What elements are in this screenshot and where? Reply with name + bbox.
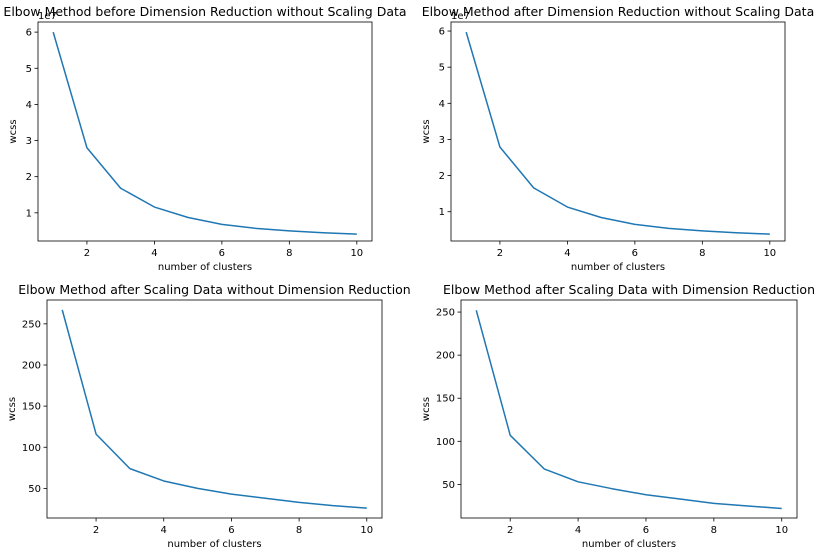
- series-line: [475, 310, 782, 510]
- x-axis-label: number of clusters: [158, 262, 252, 273]
- series-line: [52, 31, 357, 235]
- y-tick-label: 250: [22, 319, 41, 330]
- x-tick-label: 2: [507, 525, 513, 536]
- y-tick-label: 3: [439, 135, 445, 146]
- y-tick-label: 3: [26, 136, 32, 147]
- x-axis-label: number of clusters: [582, 539, 676, 550]
- plot-frame: [450, 21, 786, 242]
- plot-frame: [460, 299, 798, 519]
- x-tick-label: 8: [296, 525, 302, 536]
- y-offset-label: 1e7: [451, 11, 470, 22]
- plot-frame: [46, 299, 383, 519]
- y-axis-label: wcss: [421, 397, 432, 421]
- x-tick-label: 4: [151, 248, 157, 259]
- y-tick-label: 50: [28, 484, 41, 495]
- plot-frame: [37, 21, 373, 242]
- chart-title: Elbow Method after Scaling Data with Dim…: [443, 282, 815, 297]
- x-tick-label: 8: [711, 525, 717, 536]
- y-tick-label: 150: [436, 394, 455, 405]
- y-tick-label: 200: [436, 351, 455, 362]
- series-line: [465, 31, 770, 235]
- x-tick-label: 4: [161, 525, 167, 536]
- x-tick-label: 10: [360, 525, 373, 536]
- y-axis-label: wcss: [421, 119, 432, 143]
- x-tick-label: 2: [497, 248, 503, 259]
- x-tick-label: 6: [643, 525, 649, 536]
- chart-panel-4: 2 4 6 8 10 50 100 150 200 250 Elbow Method after S…: [421, 282, 815, 550]
- x-tick-label: 4: [575, 525, 581, 536]
- y-tick-label: 100: [22, 443, 41, 454]
- y-axis-label: wcss: [8, 119, 19, 143]
- y-tick-label: 250: [436, 308, 455, 319]
- x-tick-label: 8: [699, 248, 705, 259]
- y-tick-label: 6: [439, 27, 445, 38]
- x-tick-label: 8: [286, 248, 292, 259]
- x-axis-label: number of clusters: [571, 262, 665, 273]
- x-tick-label: 6: [228, 525, 234, 536]
- y-tick-label: 2: [26, 172, 32, 183]
- x-tick-label: 2: [84, 248, 90, 259]
- y-tick-label: 6: [26, 28, 32, 39]
- y-tick-label: 100: [436, 437, 455, 448]
- y-tick-label: 1: [439, 207, 445, 218]
- x-tick-label: 10: [763, 248, 776, 259]
- x-axis-label: number of clusters: [167, 539, 261, 550]
- x-tick-label: 4: [564, 248, 570, 259]
- y-tick-label: 150: [22, 402, 41, 413]
- y-tick-label: 1: [26, 208, 32, 219]
- x-tick-label: 10: [350, 248, 363, 259]
- series-line: [61, 309, 367, 509]
- chart-title: Elbow Method after Dimension Reduction w…: [422, 4, 814, 19]
- y-tick-label: 5: [439, 63, 445, 74]
- y-tick-label: 4: [26, 100, 32, 111]
- y-offset-label: 1e7: [38, 11, 57, 22]
- x-tick-label: 6: [632, 248, 638, 259]
- y-tick-label: 50: [442, 480, 455, 491]
- y-tick-label: 200: [22, 360, 41, 371]
- y-tick-label: 4: [439, 99, 445, 110]
- chart-title: Elbow Method after Scaling Data without …: [18, 282, 410, 297]
- y-axis-label: wcss: [7, 397, 18, 421]
- y-tick-label: 5: [26, 64, 32, 75]
- chart-panel-3: 2 4 6 8 10 50 100 150 200 250 Elbow Method after S…: [7, 282, 411, 550]
- x-tick-label: 6: [219, 248, 225, 259]
- chart-title: Elbow Method before Dimension Reduction …: [3, 4, 406, 19]
- x-tick-label: 10: [775, 525, 788, 536]
- x-tick-label: 2: [93, 525, 99, 536]
- y-tick-label: 2: [439, 171, 445, 182]
